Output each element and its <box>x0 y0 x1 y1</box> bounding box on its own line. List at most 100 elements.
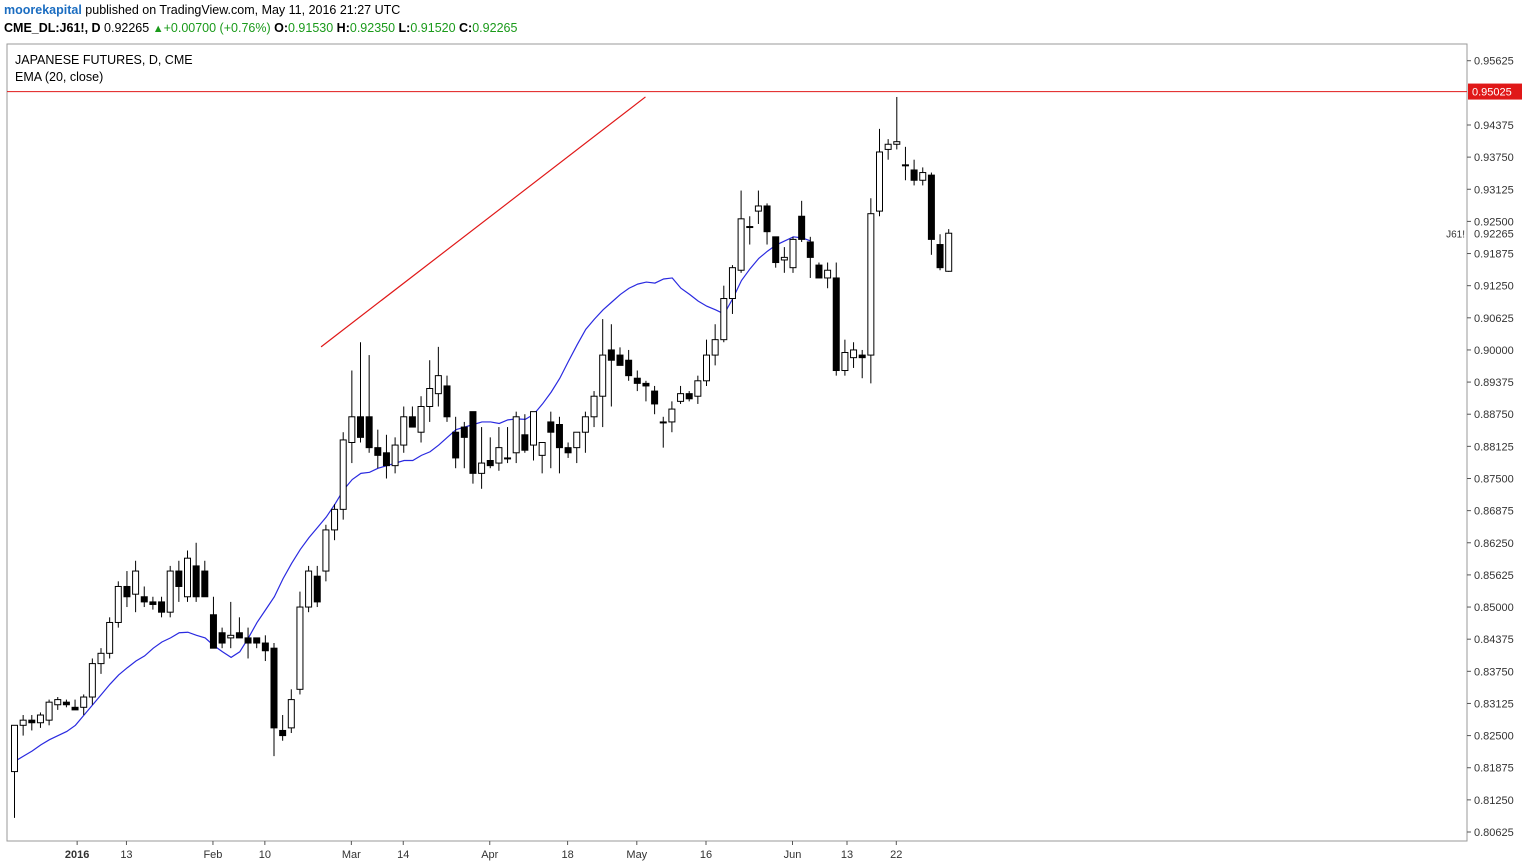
last-price-label: 0.92265 <box>1474 228 1514 240</box>
x-tick-label: 22 <box>890 849 902 861</box>
y-tick-label: 0.83125 <box>1474 698 1514 710</box>
candle-body <box>201 570 209 598</box>
candle-body <box>97 652 105 665</box>
y-tick-label: 0.82500 <box>1474 731 1514 743</box>
candle-body <box>209 614 217 649</box>
candle-body <box>426 388 434 408</box>
candle-body <box>927 174 935 240</box>
candle-body <box>158 601 166 613</box>
candle-body <box>824 269 832 279</box>
candle-body <box>867 213 875 356</box>
y-tick-label: 0.93125 <box>1474 184 1514 196</box>
y-tick-label: 0.90625 <box>1474 313 1514 325</box>
candle-body <box>400 416 408 446</box>
candle-body <box>850 349 858 359</box>
candle-body <box>296 606 304 690</box>
y-tick-label: 0.84375 <box>1474 634 1514 646</box>
x-tick-label: Jun <box>784 849 802 861</box>
x-tick-label: May <box>626 849 647 861</box>
author-link[interactable]: moorekapital <box>4 3 82 17</box>
candle-body <box>218 632 226 644</box>
candle-body <box>677 393 685 402</box>
x-tick-label: 14 <box>397 849 409 861</box>
candle-body <box>261 642 269 652</box>
candle-body <box>841 352 849 372</box>
candle-body <box>625 359 633 377</box>
y-tick-label: 0.83750 <box>1474 666 1514 678</box>
up-arrow-icon: ▲ <box>152 23 164 35</box>
candle-body <box>512 416 520 454</box>
candle-body <box>581 416 589 433</box>
candle-body <box>19 719 27 726</box>
candle-body <box>114 585 122 623</box>
candle-body <box>227 634 235 639</box>
candle-body <box>530 411 537 446</box>
candle-body <box>901 164 909 167</box>
candle-body <box>28 719 36 724</box>
candle-body <box>737 218 745 271</box>
candle-body <box>486 459 494 467</box>
candle-body <box>469 411 477 474</box>
x-tick-label: Apr <box>481 849 498 861</box>
candle-body <box>253 637 261 644</box>
plot-frame <box>6 43 1468 842</box>
candle-body <box>88 663 96 698</box>
candle-body <box>547 421 555 433</box>
candle-body <box>703 354 710 382</box>
candle-body <box>348 416 356 443</box>
candle-body <box>417 406 425 433</box>
x-tick-label: 2016 <box>65 849 89 861</box>
chart-header: moorekapital published on TradingView.co… <box>0 0 1525 40</box>
high-label: H: <box>336 21 350 35</box>
candle-body <box>140 596 148 603</box>
candle-body <box>184 557 191 598</box>
candle-body <box>858 354 866 359</box>
candle-body <box>357 416 364 438</box>
candle-body <box>322 529 330 572</box>
y-tick-label: 0.94375 <box>1474 120 1514 132</box>
candle-body <box>945 232 953 272</box>
publish-line: moorekapital published on TradingView.co… <box>4 3 400 17</box>
y-tick-label: 0.86250 <box>1474 538 1514 550</box>
candle-body <box>685 393 693 400</box>
candle-body <box>616 354 624 366</box>
candle-body <box>365 416 373 449</box>
candle-body <box>780 256 788 261</box>
open-value: 0.91530 <box>288 21 334 35</box>
candle-body <box>62 701 70 706</box>
x-tick-label: 18 <box>561 849 573 861</box>
candle-body <box>538 442 546 456</box>
candle-body <box>564 447 572 454</box>
low-value: 0.91520 <box>410 21 456 35</box>
candle-body <box>106 621 114 654</box>
candle-body <box>382 452 390 467</box>
candle-body <box>11 724 18 773</box>
close-label: C: <box>459 21 473 35</box>
ohlc-line: CME_DL:J61!, D 0.92265 ▲+0.00700 (+0.76%… <box>4 21 517 35</box>
candle-body <box>651 390 659 405</box>
y-tick-label: 0.81250 <box>1474 795 1514 807</box>
candle-body <box>763 205 771 233</box>
candle-body <box>45 701 53 721</box>
x-tick-label: Feb <box>203 849 222 861</box>
y-tick-label: 0.92500 <box>1474 216 1514 228</box>
price-change: +0.00700 (+0.76%) <box>163 21 271 35</box>
candle-body <box>452 431 460 459</box>
candle-body <box>772 236 780 264</box>
candle-body <box>149 601 157 605</box>
y-tick-label: 0.86875 <box>1474 506 1514 518</box>
candle-body <box>374 447 382 456</box>
candle-body <box>434 375 442 395</box>
candle-body <box>919 172 927 181</box>
trendline <box>320 96 646 348</box>
candle-body <box>235 632 243 639</box>
candle-body <box>495 447 503 464</box>
candle-body <box>720 298 728 341</box>
candle-body <box>893 141 901 145</box>
candle-body <box>270 647 278 729</box>
y-tick-label: 0.93750 <box>1474 152 1514 164</box>
candle-body <box>478 462 486 474</box>
price-chart[interactable]: 0.95625 0.94375 0.93750 0.93125 0.92500 0.918… <box>0 40 1525 868</box>
candle-body <box>789 238 797 269</box>
candle-body <box>460 426 468 438</box>
